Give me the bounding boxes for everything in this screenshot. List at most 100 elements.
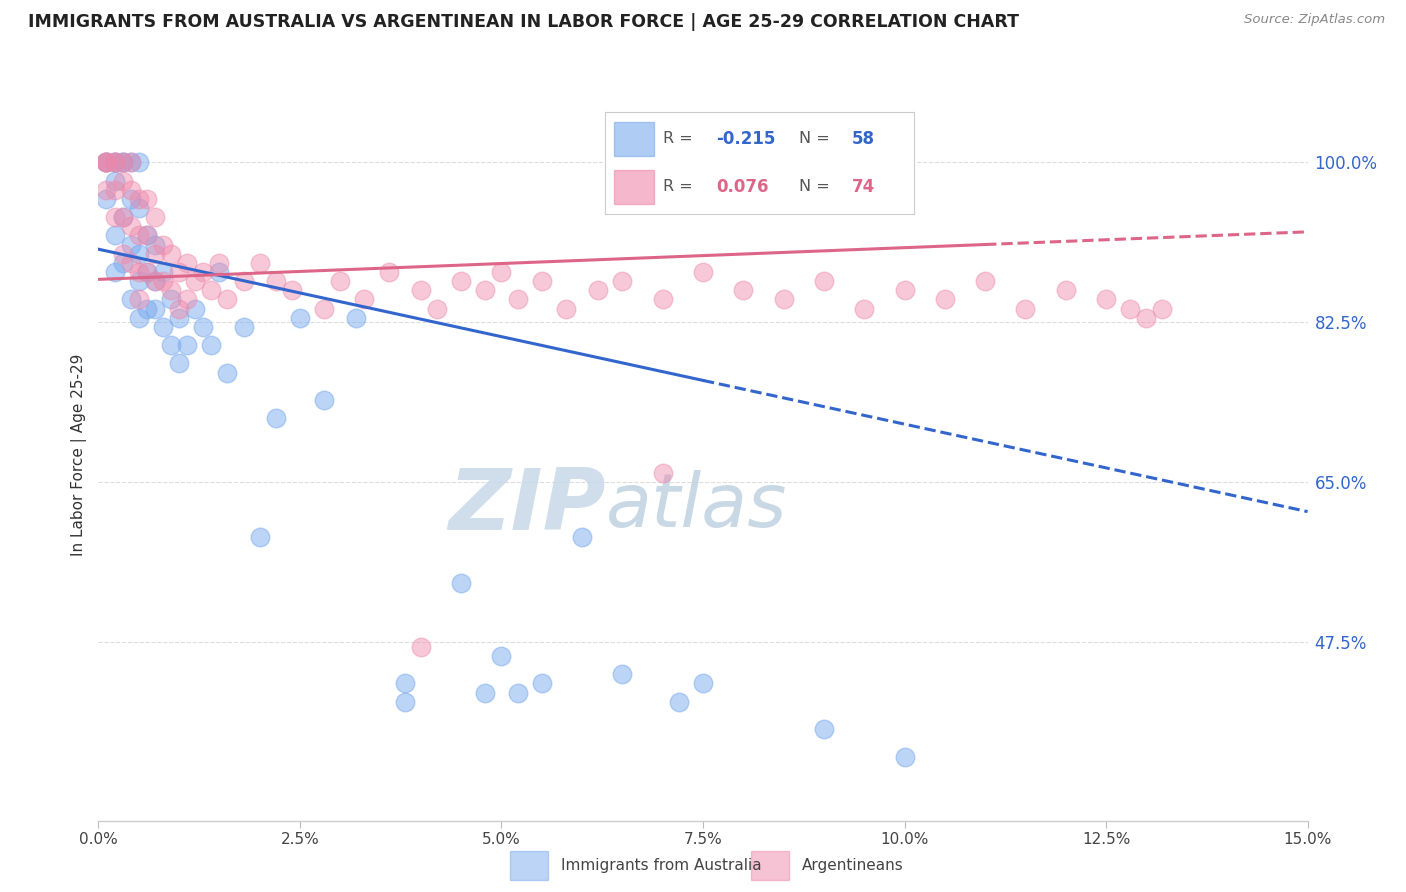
- Point: [249, 530, 271, 544]
- Point: [120, 219, 142, 234]
- Point: [200, 284, 222, 298]
- Point: [1014, 301, 1036, 316]
- Point: [1135, 310, 1157, 325]
- Point: [208, 265, 231, 279]
- Text: -0.215: -0.215: [716, 129, 775, 148]
- Point: [160, 293, 183, 307]
- Point: [217, 293, 239, 307]
- Point: [813, 723, 835, 737]
- Text: 74: 74: [852, 178, 876, 196]
- Point: [167, 301, 190, 316]
- Point: [160, 246, 183, 260]
- Point: [135, 265, 157, 279]
- Point: [530, 274, 553, 288]
- Point: [232, 320, 254, 334]
- Point: [103, 155, 125, 169]
- Point: [135, 228, 157, 243]
- Point: [111, 211, 134, 225]
- Text: 58: 58: [852, 129, 875, 148]
- Text: R =: R =: [664, 131, 693, 146]
- Point: [152, 265, 174, 279]
- Point: [103, 265, 125, 279]
- Point: [143, 211, 166, 225]
- Point: [96, 155, 118, 169]
- Point: [128, 201, 150, 215]
- Point: [853, 301, 876, 316]
- Point: [120, 183, 142, 197]
- Point: [249, 256, 271, 270]
- Point: [96, 155, 118, 169]
- Text: Argentineans: Argentineans: [801, 858, 903, 872]
- Point: [152, 320, 174, 334]
- Point: [1095, 293, 1118, 307]
- Point: [184, 274, 207, 288]
- Point: [893, 284, 915, 298]
- Point: [934, 293, 956, 307]
- Point: [506, 293, 529, 307]
- Point: [128, 274, 150, 288]
- Point: [120, 155, 142, 169]
- Point: [111, 246, 134, 260]
- Point: [409, 640, 432, 654]
- Point: [474, 284, 496, 298]
- Point: [111, 155, 134, 169]
- Point: [96, 192, 118, 206]
- Point: [128, 293, 150, 307]
- Bar: [614, 170, 654, 204]
- Point: [120, 237, 142, 252]
- Bar: [751, 851, 789, 880]
- Point: [103, 155, 125, 169]
- Point: [111, 155, 134, 169]
- Point: [733, 284, 755, 298]
- Point: [1119, 301, 1142, 316]
- Point: [167, 265, 190, 279]
- Point: [491, 649, 513, 664]
- Point: [135, 228, 157, 243]
- Point: [128, 228, 150, 243]
- Point: [120, 192, 142, 206]
- Point: [506, 686, 529, 700]
- Point: [111, 155, 134, 169]
- Point: [288, 310, 311, 325]
- Point: [176, 338, 198, 352]
- Point: [208, 256, 231, 270]
- Text: ZIP: ZIP: [449, 465, 606, 548]
- Bar: [614, 122, 654, 155]
- Point: [974, 274, 997, 288]
- Point: [394, 695, 416, 709]
- Point: [111, 256, 134, 270]
- Point: [264, 411, 287, 425]
- Text: Source: ZipAtlas.com: Source: ZipAtlas.com: [1244, 13, 1385, 27]
- Point: [692, 676, 714, 690]
- Point: [193, 265, 215, 279]
- Point: [135, 265, 157, 279]
- Point: [128, 310, 150, 325]
- Point: [143, 237, 166, 252]
- Point: [103, 174, 125, 188]
- Point: [152, 274, 174, 288]
- Point: [135, 192, 157, 206]
- Point: [474, 686, 496, 700]
- Point: [160, 338, 183, 352]
- Text: 0.076: 0.076: [716, 178, 769, 196]
- Point: [96, 155, 118, 169]
- Point: [143, 246, 166, 260]
- Point: [128, 192, 150, 206]
- Point: [893, 749, 915, 764]
- Point: [96, 155, 118, 169]
- Point: [813, 274, 835, 288]
- Point: [103, 155, 125, 169]
- Point: [143, 301, 166, 316]
- Point: [128, 246, 150, 260]
- Text: Immigrants from Australia: Immigrants from Australia: [561, 858, 762, 872]
- Point: [96, 183, 118, 197]
- Bar: [510, 851, 548, 880]
- Text: IMMIGRANTS FROM AUSTRALIA VS ARGENTINEAN IN LABOR FORCE | AGE 25-29 CORRELATION : IMMIGRANTS FROM AUSTRALIA VS ARGENTINEAN…: [28, 13, 1019, 31]
- Point: [143, 274, 166, 288]
- Point: [571, 530, 593, 544]
- Point: [329, 274, 352, 288]
- Text: N =: N =: [800, 131, 830, 146]
- Point: [344, 310, 367, 325]
- Point: [651, 293, 673, 307]
- Point: [651, 466, 673, 480]
